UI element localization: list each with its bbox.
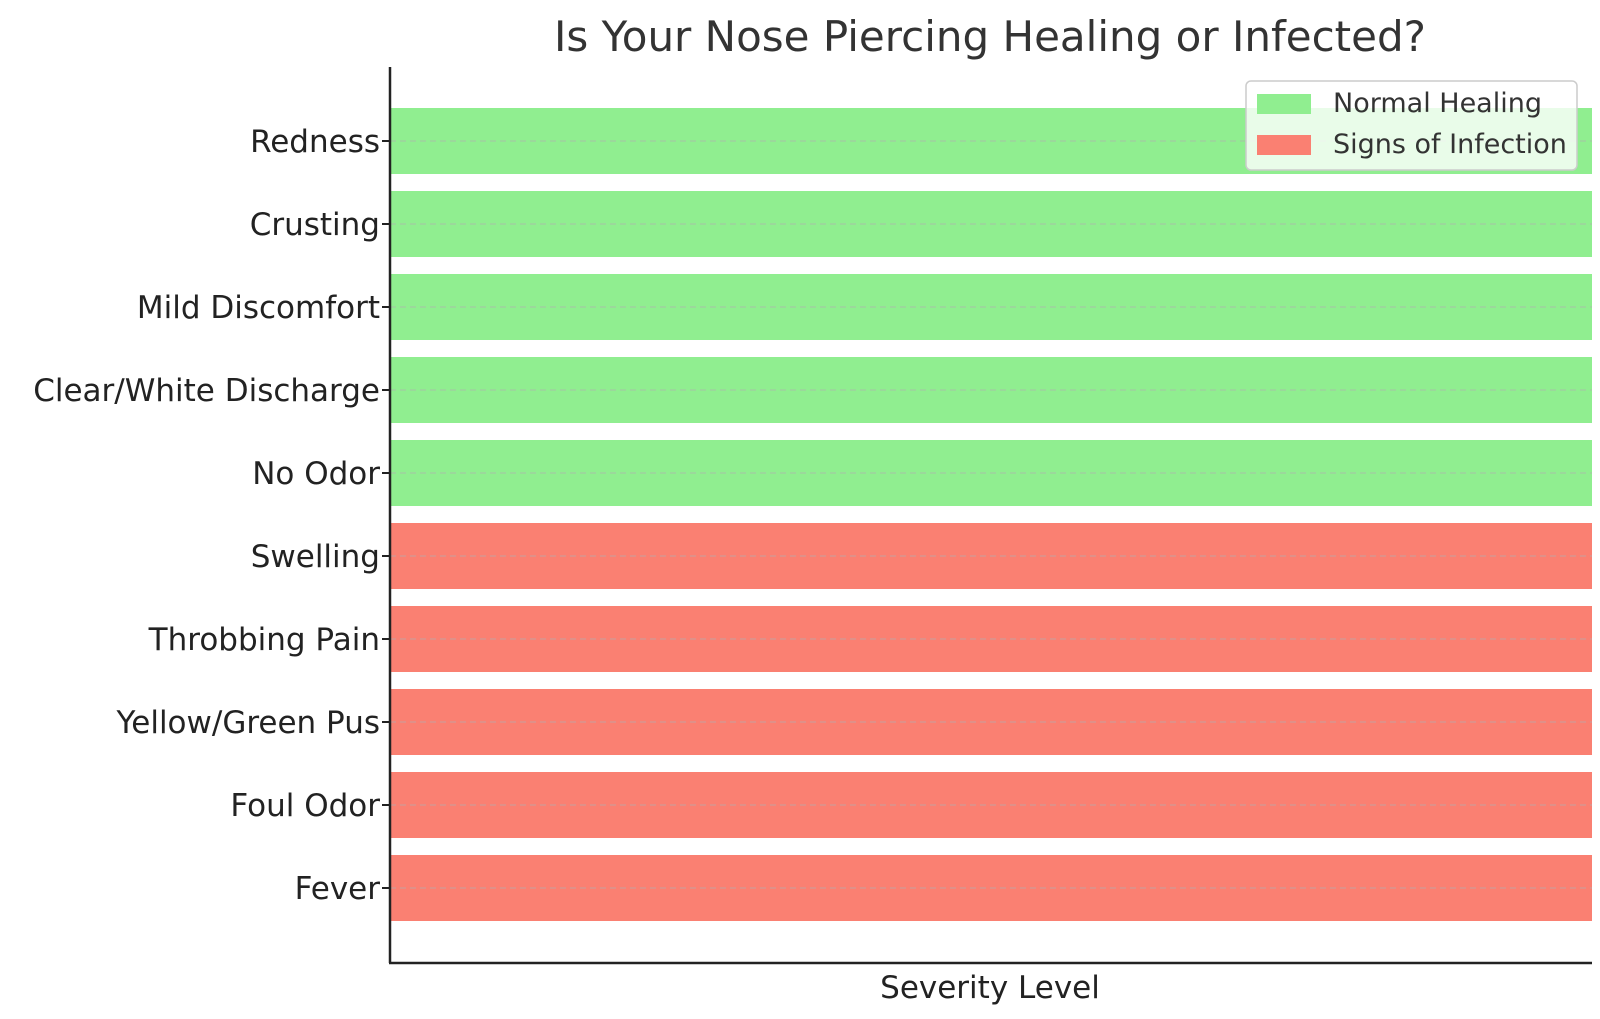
- y-tick-label-clear-white-discharge: Clear/White Discharge: [33, 373, 380, 409]
- legend-label-signs-of-infection: Signs of Infection: [1333, 129, 1567, 160]
- y-tick-label-yellow-green-pus: Yellow/Green Pus: [115, 705, 380, 741]
- legend-label-normal-healing: Normal Healing: [1333, 88, 1542, 119]
- y-tick-label-foul-odor: Foul Odor: [230, 788, 380, 824]
- y-tick-label-redness: Redness: [250, 124, 380, 160]
- x-axis-label: Severity Level: [880, 970, 1100, 1006]
- y-tick-label-fever: Fever: [295, 871, 381, 907]
- bars: [390, 108, 1592, 921]
- y-tick-label-crusting: Crusting: [250, 207, 380, 243]
- chart-title: Is Your Nose Piercing Healing or Infecte…: [554, 12, 1426, 61]
- legend-swatch-signs-of-infection: [1257, 135, 1311, 155]
- y-tick-labels: Redness Crusting Mild Discomfort Clear/Whit…: [33, 124, 390, 907]
- legend: Normal Healing Signs of Infection: [1245, 80, 1578, 171]
- y-tick-label-swelling: Swelling: [251, 539, 380, 575]
- y-tick-label-no-odor: No Odor: [252, 456, 380, 492]
- y-tick-label-throbbing-pain: Throbbing Pain: [148, 622, 380, 658]
- legend-swatch-normal-healing: [1257, 94, 1311, 114]
- grid-lines: [390, 140, 1592, 889]
- legend-box: [1245, 80, 1578, 171]
- y-tick-label-mild-discomfort: Mild Discomfort: [137, 290, 380, 326]
